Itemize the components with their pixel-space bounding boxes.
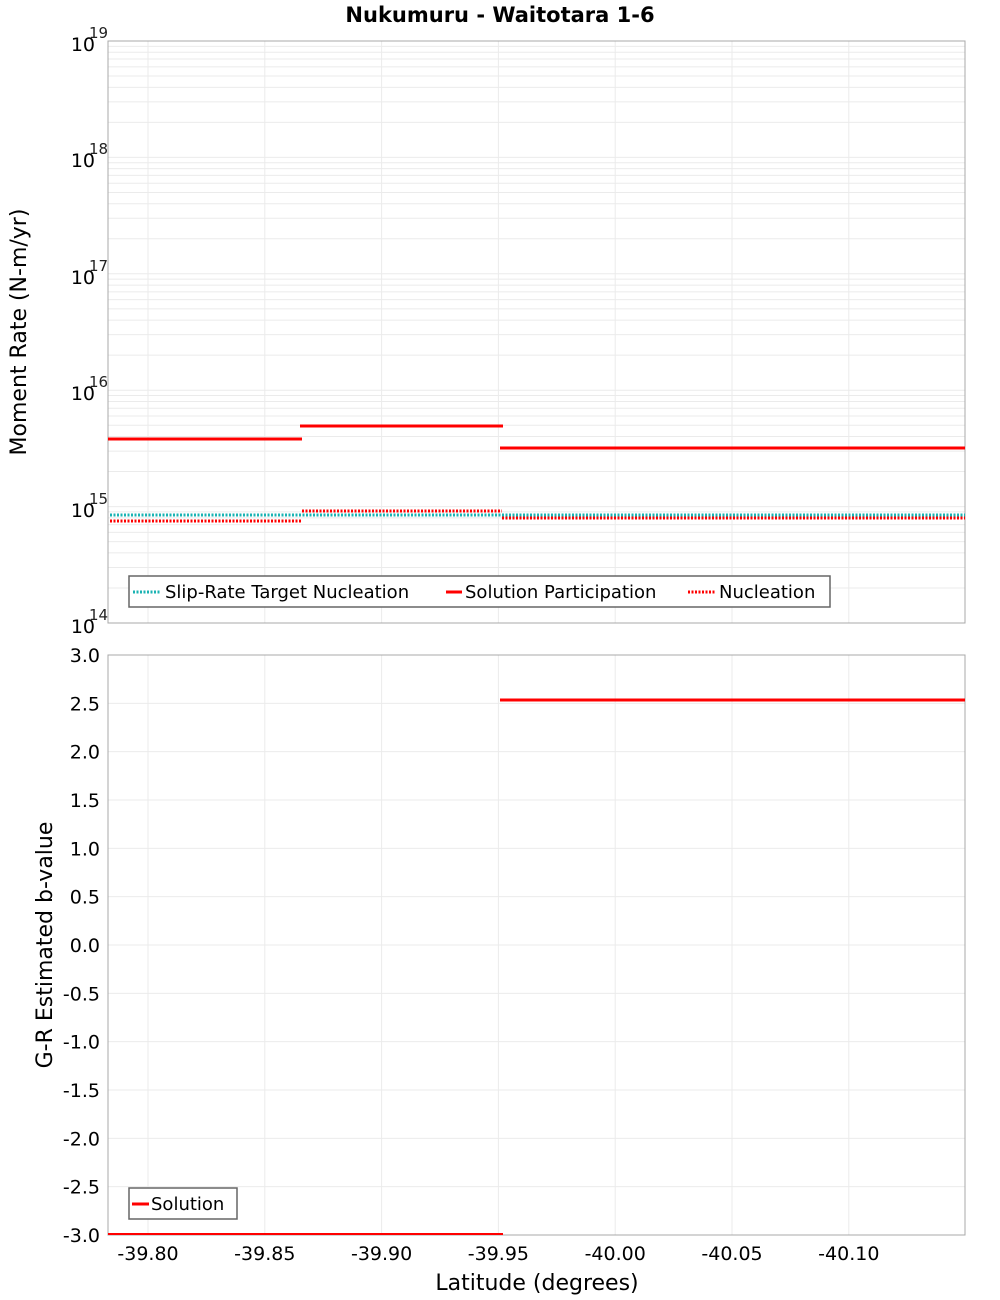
top-legend: Slip-Rate Target Nucleation Solution Par… bbox=[128, 575, 831, 608]
top-y-axis-label: Moment Rate (N-m/yr) bbox=[7, 209, 32, 456]
top-grid bbox=[108, 41, 965, 624]
ytick-label: 1.5 bbox=[70, 790, 100, 812]
ytick-1e14: 10 14 bbox=[71, 606, 108, 638]
bottom-y-ticks: 3.0 2.5 2.0 1.5 1.0 0.5 0.0 -0.5 -1.0 -1.5 -2.0 -2.… bbox=[63, 645, 100, 1247]
ytick-1e16: 10 16 bbox=[71, 373, 108, 405]
ytick-label: 2.0 bbox=[70, 742, 100, 764]
xtick-label: -40.00 bbox=[585, 1243, 646, 1265]
ytick-label: -1.0 bbox=[63, 1032, 100, 1054]
xtick-label: -39.85 bbox=[234, 1243, 295, 1265]
x-axis-ticks: -39.80 -39.85 -39.90 -39.95 -40.00 -40.05 -40.… bbox=[117, 1243, 879, 1265]
svg-text:10: 10 bbox=[71, 34, 95, 56]
svg-text:10: 10 bbox=[71, 500, 95, 522]
svg-text:10: 10 bbox=[71, 616, 95, 638]
ytick-1e17: 10 17 bbox=[71, 257, 108, 289]
ytick-label: -3.0 bbox=[63, 1225, 100, 1247]
bottom-legend: Solution bbox=[128, 1187, 238, 1220]
bottom-plot-frame bbox=[107, 654, 966, 1236]
ytick-label: 2.5 bbox=[70, 693, 100, 715]
xtick-label: -39.95 bbox=[468, 1243, 529, 1265]
series-nucleation bbox=[110, 509, 965, 523]
xtick-label: -39.90 bbox=[351, 1243, 412, 1265]
top-plot-area bbox=[108, 41, 965, 623]
ytick-1e15: 10 15 bbox=[71, 490, 108, 522]
ytick-label: -1.5 bbox=[63, 1080, 100, 1102]
svg-text:15: 15 bbox=[89, 490, 108, 508]
legend-label-target: Slip-Rate Target Nucleation bbox=[165, 582, 409, 603]
ytick-label: -0.5 bbox=[63, 983, 100, 1005]
legend-label-nucleation: Nucleation bbox=[719, 582, 815, 603]
ytick-label: 1.0 bbox=[70, 838, 100, 860]
top-y-ticks: 10 19 10 18 10 17 10 16 10 15 10 14 bbox=[71, 24, 108, 638]
xtick-label: -39.80 bbox=[117, 1243, 178, 1265]
series-solution-b-value bbox=[108, 698, 965, 1235]
bottom-panel: 3.0 2.5 2.0 1.5 1.0 0.5 0.0 -0.5 -1.0 -1.5 -2.0 -2.… bbox=[33, 645, 966, 1247]
chart-title: Nukumuru - Waitotara 1-6 bbox=[345, 3, 654, 27]
svg-text:19: 19 bbox=[89, 24, 108, 42]
top-plot-frame bbox=[107, 40, 966, 624]
ytick-label: -2.5 bbox=[63, 1177, 100, 1199]
ytick-label: 3.0 bbox=[70, 645, 100, 667]
svg-text:10: 10 bbox=[71, 150, 95, 172]
legend-label-solution-participation: Solution Participation bbox=[465, 582, 656, 603]
bottom-grid bbox=[108, 654, 965, 1236]
ytick-label: -2.0 bbox=[63, 1128, 100, 1150]
legend-label-solution: Solution bbox=[151, 1194, 224, 1215]
xtick-label: -40.10 bbox=[818, 1243, 879, 1265]
ytick-label: 0.0 bbox=[70, 935, 100, 957]
ytick-label: 0.5 bbox=[70, 887, 100, 909]
svg-text:14: 14 bbox=[89, 606, 108, 624]
bottom-y-axis-label: G-R Estimated b-value bbox=[33, 822, 58, 1069]
series-solution-participation bbox=[108, 424, 965, 450]
svg-text:10: 10 bbox=[71, 383, 95, 405]
ytick-1e19: 10 19 bbox=[71, 24, 108, 56]
svg-text:17: 17 bbox=[89, 257, 108, 275]
x-axis-label: Latitude (degrees) bbox=[435, 1271, 638, 1296]
svg-text:10: 10 bbox=[71, 267, 95, 289]
svg-text:16: 16 bbox=[89, 373, 108, 391]
ytick-1e18: 10 18 bbox=[71, 140, 108, 172]
svg-text:18: 18 bbox=[89, 140, 108, 158]
top-panel: 10 19 10 18 10 17 10 16 10 15 10 14 bbox=[7, 24, 966, 638]
xtick-label: -40.05 bbox=[701, 1243, 762, 1265]
